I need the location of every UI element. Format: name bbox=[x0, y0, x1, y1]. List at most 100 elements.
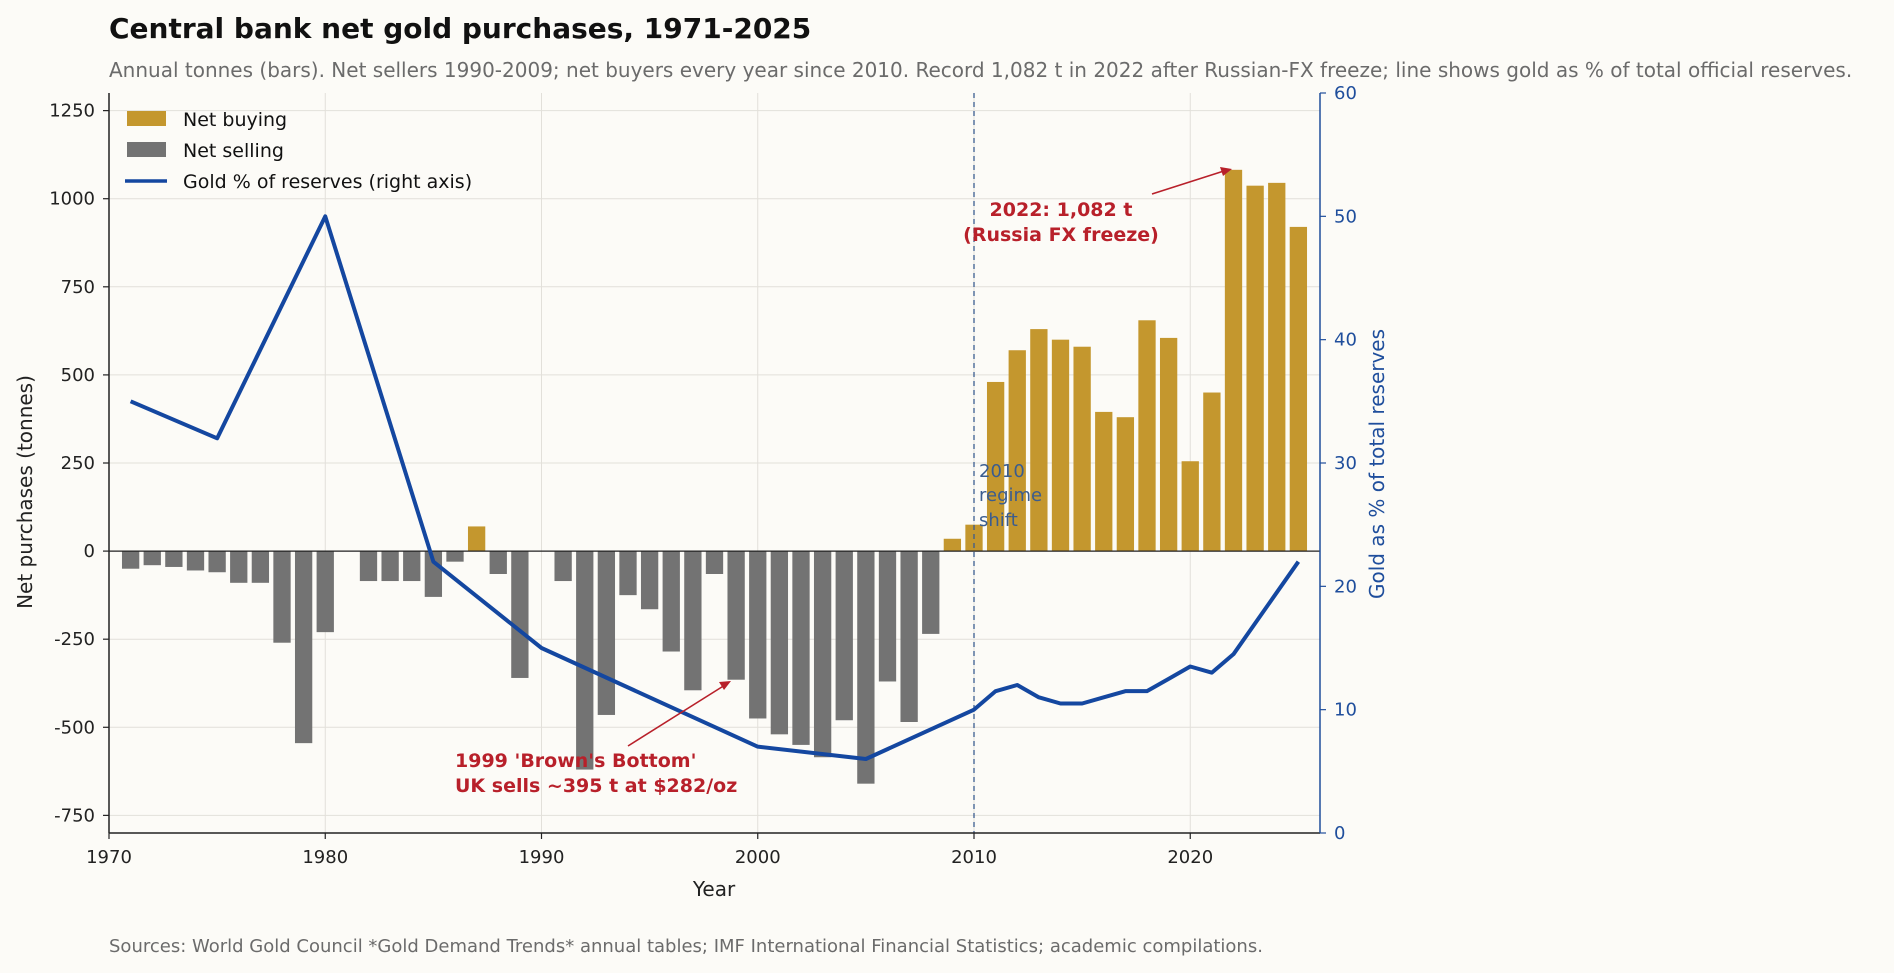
legend-swatch-buying bbox=[127, 111, 166, 126]
bar-2009 bbox=[943, 538, 962, 552]
bar-2019 bbox=[1159, 337, 1178, 552]
bar-1994 bbox=[619, 551, 637, 596]
annotation-2022-arrow-line bbox=[1151, 169, 1228, 195]
bar-2012 bbox=[1008, 350, 1026, 552]
bar-1999 bbox=[727, 551, 745, 680]
chart-subtitle: Annual tonnes (bars). Net sellers 1990-2… bbox=[109, 58, 1852, 82]
x-tick-label: 1970 bbox=[86, 847, 132, 868]
x-tick-label: 1990 bbox=[519, 847, 565, 868]
bar-2006 bbox=[878, 551, 897, 682]
x-tick-label: 2000 bbox=[735, 847, 781, 868]
y2-tick-label: 40 bbox=[1334, 330, 1357, 351]
annotation-2022-line2: (Russia FX freeze) bbox=[963, 224, 1159, 246]
bar-2015 bbox=[1073, 346, 1091, 552]
y-tick-label: 750 bbox=[61, 277, 95, 298]
bar-1974 bbox=[186, 551, 205, 571]
bar-2007 bbox=[900, 551, 918, 722]
y2-axis-label: Gold as % of total reserves bbox=[1365, 329, 1389, 599]
y2-tick-label: 60 bbox=[1334, 83, 1357, 104]
annotation-2022-arrowhead bbox=[1220, 167, 1232, 176]
legend-label-buying: Net buying bbox=[183, 109, 287, 131]
bar-2020 bbox=[1181, 461, 1199, 552]
legend-label-line: Gold % of reserves (right axis) bbox=[183, 171, 472, 193]
bar-1996 bbox=[662, 551, 680, 652]
bar-1983 bbox=[381, 551, 399, 582]
bar-1979 bbox=[294, 551, 313, 744]
bar-2017 bbox=[1116, 417, 1135, 552]
bar-1986 bbox=[446, 551, 464, 562]
bar-1988 bbox=[489, 551, 507, 574]
bar-2025 bbox=[1289, 226, 1308, 552]
bar-1992 bbox=[576, 551, 594, 770]
annotation-1999-line1: 1999 'Brown's Bottom' bbox=[455, 750, 696, 772]
y-tick-label: 1250 bbox=[49, 101, 95, 122]
annotations: 2022: 1,082 t (Russia FX freeze) 1999 'B… bbox=[455, 167, 1232, 797]
bar-2004 bbox=[835, 551, 853, 721]
legend: Net buying Net selling Gold % of reserve… bbox=[125, 109, 472, 193]
bar-2000 bbox=[749, 551, 767, 719]
bar-1987 bbox=[467, 526, 486, 552]
bar-1972 bbox=[143, 551, 161, 566]
y2-tick-label: 10 bbox=[1334, 700, 1357, 721]
bar-2018 bbox=[1138, 320, 1156, 552]
bar-1980 bbox=[316, 551, 334, 633]
bar-2011 bbox=[986, 381, 1005, 552]
chart-title: Central bank net gold purchases, 1971-20… bbox=[109, 12, 811, 45]
reserves-line-series bbox=[129, 214, 1301, 761]
y-tick-label: -250 bbox=[54, 629, 95, 650]
bar-2022 bbox=[1224, 169, 1243, 552]
annotation-1999-arrow-line bbox=[627, 684, 726, 747]
axes bbox=[103, 92, 1326, 839]
y-tick-label: 1000 bbox=[49, 189, 95, 210]
y-tick-label: 0 bbox=[84, 541, 95, 562]
bar-1995 bbox=[640, 551, 659, 610]
bar-2005 bbox=[857, 551, 875, 784]
bar-2016 bbox=[1095, 411, 1113, 552]
bar-1976 bbox=[230, 551, 248, 583]
legend-swatch-selling bbox=[127, 142, 166, 157]
y-tick-label: -750 bbox=[54, 805, 95, 826]
y-tick-label: 500 bbox=[61, 365, 95, 386]
bar-1977 bbox=[251, 551, 270, 583]
bar-2002 bbox=[792, 551, 810, 745]
bar-1971 bbox=[121, 551, 140, 569]
reserves-line bbox=[129, 214, 1301, 761]
bar-1984 bbox=[403, 551, 421, 582]
annotation-1999-arrowhead bbox=[719, 681, 731, 690]
bar-1985 bbox=[424, 551, 443, 597]
annotation-1999-line2: UK sells ~395 t at $282/oz bbox=[455, 775, 737, 797]
y-tick-label: 250 bbox=[61, 453, 95, 474]
source-note: Sources: World Gold Council *Gold Demand… bbox=[109, 936, 1263, 957]
bar-2001 bbox=[770, 551, 789, 735]
y2-tick-label: 30 bbox=[1334, 453, 1357, 474]
x-axis-label: Year bbox=[692, 877, 736, 901]
bar-1993 bbox=[597, 551, 616, 715]
bar-2021 bbox=[1203, 392, 1221, 552]
bar-2008 bbox=[922, 551, 940, 634]
bar-1975 bbox=[208, 551, 226, 573]
bar-1989 bbox=[511, 551, 529, 678]
bar-series bbox=[121, 169, 1308, 784]
y2-tick-label: 0 bbox=[1334, 823, 1345, 844]
bar-1991 bbox=[554, 551, 572, 582]
bar-1997 bbox=[684, 551, 702, 691]
x-tick-label: 2010 bbox=[951, 847, 997, 868]
bar-2023 bbox=[1246, 185, 1264, 552]
annotation-2022-line1: 2022: 1,082 t bbox=[990, 199, 1133, 221]
bar-2003 bbox=[813, 551, 832, 758]
y-tick-label: -500 bbox=[54, 717, 95, 738]
bar-1978 bbox=[273, 551, 291, 643]
y-axis-label: Net purchases (tonnes) bbox=[13, 375, 37, 609]
y2-tick-label: 20 bbox=[1334, 576, 1357, 597]
bar-2014 bbox=[1051, 339, 1070, 552]
regime-label-line1: 2010 bbox=[979, 461, 1025, 482]
bar-1973 bbox=[165, 551, 183, 567]
bar-2024 bbox=[1268, 182, 1286, 552]
y2-tick-label: 50 bbox=[1334, 206, 1357, 227]
x-tick-label: 2020 bbox=[1167, 847, 1213, 868]
bar-2013 bbox=[1030, 329, 1048, 552]
legend-label-selling: Net selling bbox=[183, 140, 284, 162]
bar-1982 bbox=[359, 551, 378, 582]
